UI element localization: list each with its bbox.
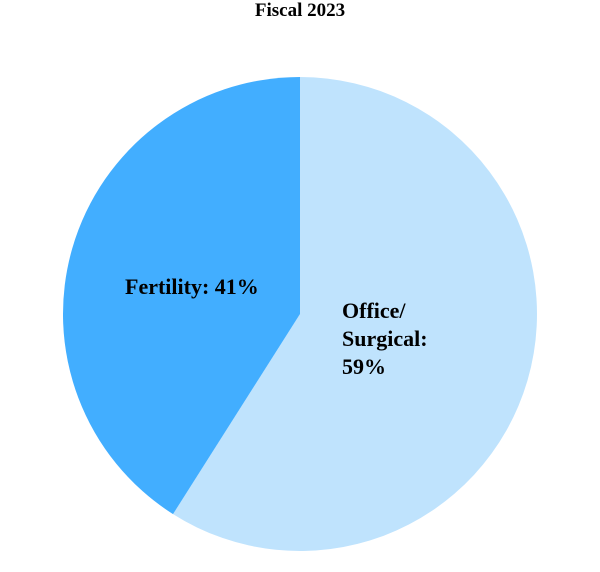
pie-slice-label-line: Office/ — [342, 298, 406, 323]
pie-labels: Office/Surgical: 59% Fertility: 41% — [125, 274, 428, 379]
chart-title: Fiscal 2023 — [254, 0, 346, 21]
pie-slice-label-1: Fertility: 41% — [125, 274, 259, 299]
pie-slice-1 — [62, 77, 300, 515]
pie-slice-label-line: 59% — [342, 354, 386, 379]
pie-slice-0 — [173, 77, 537, 551]
pie-slice-label-line: Fertility: 41% — [125, 274, 259, 299]
pie-slice-label-0: Office/Surgical: 59% — [342, 298, 428, 379]
pie-slices — [62, 77, 537, 551]
pie-slice-label-line: Surgical: — [342, 326, 428, 351]
